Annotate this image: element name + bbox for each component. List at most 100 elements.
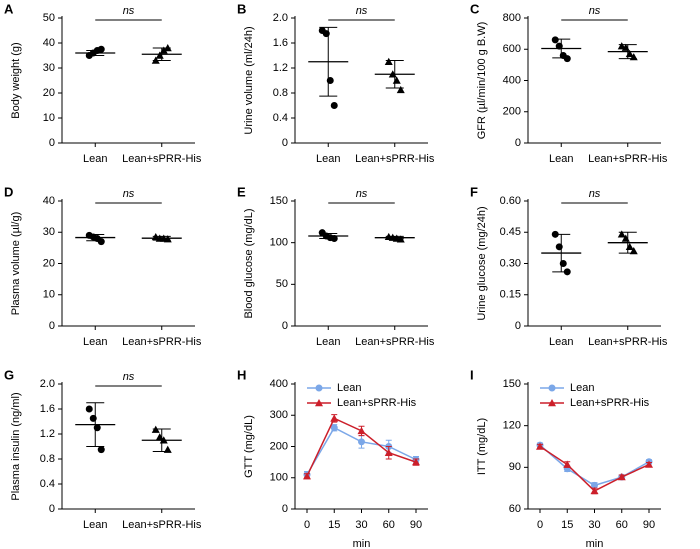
x-tick-label: Lean: [83, 519, 107, 531]
panel: F Urine glucose (mg/24h) 0 0.15 0.30 0.45 0.60…: [470, 184, 668, 347]
y-tick-label: 0: [49, 320, 55, 332]
y-axis-label: Urine volume (ml/24h): [243, 26, 255, 134]
y-axis-label: ITT (mg/dL): [476, 418, 488, 475]
y-tick-label: 0: [282, 137, 288, 149]
point: [85, 405, 93, 413]
point: [163, 44, 172, 52]
panel: B Urine volume (ml/24h) 0 0.4 0.8 1.2 1.6 2.0 Le…: [237, 1, 435, 164]
point: [536, 442, 544, 450]
annotation: ns: [123, 188, 135, 200]
y-tick-label: 150: [270, 195, 288, 207]
x-tick-label: 60: [616, 519, 628, 531]
panel-letter: D: [4, 184, 13, 199]
y-tick-label: 10: [43, 112, 55, 124]
panel-letter: H: [237, 367, 246, 382]
y-tick-label: 20: [43, 87, 55, 99]
point: [621, 234, 630, 242]
point: [358, 438, 365, 446]
point: [396, 85, 405, 94]
y-tick-label: 0: [282, 503, 288, 515]
panel: I ITT (mg/dL) 60 90 120 150 0 15 30 60 90 min Lean Le…: [470, 367, 661, 549]
y-tick-label: 30: [43, 226, 55, 238]
point: [625, 49, 634, 58]
point: [629, 247, 638, 255]
point: [625, 242, 634, 251]
y-tick-label: 1.6: [273, 37, 288, 49]
point: [155, 51, 164, 59]
point: [617, 473, 626, 481]
point: [151, 56, 160, 64]
y-tick-label: 0.4: [40, 478, 55, 490]
point: [151, 425, 160, 433]
x-tick-label: Lean+sPRR-His: [122, 153, 202, 165]
panel-letter: I: [470, 367, 474, 382]
panel: E Blood glucose (mg/dL) 0 50 100 150 Lean Lean+…: [237, 184, 435, 347]
y-tick-label: 50: [276, 278, 288, 290]
point: [330, 424, 338, 432]
series-line: [539, 444, 650, 487]
y-tick-label: 800: [503, 12, 521, 24]
y-tick-label: 0.30: [500, 257, 521, 269]
panel-letter: F: [470, 184, 478, 199]
panel-letter: G: [4, 367, 14, 382]
legend-label: Lean: [570, 382, 594, 394]
annotation: ns: [356, 5, 368, 17]
legend-label: Lean: [337, 382, 361, 394]
y-axis-label: GTT (mg/dL): [243, 415, 255, 478]
annotation: ns: [589, 5, 601, 17]
panel: A Body weight (g) 0 10 20 30 40 50 Lean Lean+sPRR…: [4, 1, 202, 164]
x-tick-label: 15: [328, 519, 340, 531]
point: [330, 102, 338, 109]
y-tick-label: 30: [43, 62, 55, 74]
x-tick-label: 30: [588, 519, 600, 531]
y-tick-label: 1.6: [40, 403, 55, 415]
y-axis-label: Blood glucose (mg/dL): [243, 208, 255, 318]
y-tick-label: 0: [49, 137, 55, 149]
panel-letter: C: [470, 1, 480, 16]
point: [392, 76, 401, 84]
point: [621, 43, 630, 51]
point: [89, 414, 97, 422]
x-tick-label: Lean: [549, 153, 573, 165]
x-tick-label: Lean: [316, 153, 340, 165]
x-tick-label: 0: [304, 519, 310, 531]
panel: C GFR (µl/min/100 g B.W) 0 200 400 600 800 Lean…: [470, 1, 668, 164]
panel: H GTT (mg/dL) 0 100 200 300 400 0 15 30 60 90 min Lea…: [237, 367, 428, 549]
y-axis-label: Plasma insulin (ng/ml): [10, 392, 22, 500]
point: [357, 426, 366, 435]
y-tick-label: 0.8: [273, 87, 288, 99]
x-axis-label: min: [586, 538, 604, 549]
y-tick-label: 1.2: [40, 428, 55, 440]
x-tick-label: 60: [383, 519, 395, 531]
y-tick-label: 100: [270, 472, 288, 484]
point: [388, 70, 397, 78]
y-tick-label: 200: [270, 440, 288, 452]
point: [326, 77, 334, 84]
point: [159, 436, 168, 444]
x-tick-label: Lean+sPRR-His: [588, 336, 668, 348]
x-tick-label: Lean+sPRR-His: [122, 336, 202, 348]
point: [163, 445, 172, 453]
y-tick-label: 10: [43, 289, 55, 301]
annotation: ns: [123, 371, 135, 383]
x-tick-label: Lean: [83, 153, 107, 165]
point: [155, 433, 164, 441]
y-tick-label: 0.15: [500, 289, 521, 301]
point: [563, 460, 572, 468]
legend-marker: [548, 399, 556, 407]
y-tick-label: 400: [270, 378, 288, 390]
point: [551, 36, 559, 44]
x-tick-label: Lean+sPRR-His: [122, 519, 202, 531]
x-tick-label: 30: [355, 519, 367, 531]
y-tick-label: 100: [270, 237, 288, 249]
point: [645, 460, 653, 468]
legend-label: Lean+sPRR-His: [570, 397, 650, 409]
point: [551, 230, 559, 238]
x-tick-label: Lean: [83, 336, 107, 348]
point: [97, 45, 105, 53]
point: [93, 424, 101, 432]
y-tick-label: 150: [503, 378, 521, 390]
annotation: ns: [123, 5, 135, 17]
x-tick-label: 90: [410, 519, 422, 531]
